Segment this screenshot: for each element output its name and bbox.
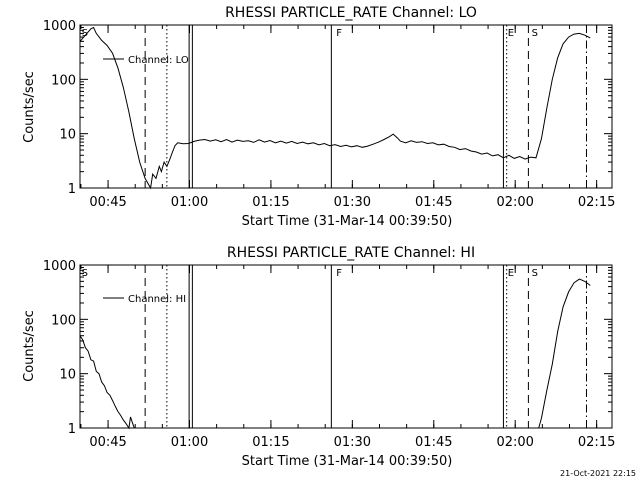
x-tick-label: 01:45 [415, 435, 452, 450]
x-tick-label: 00:45 [89, 195, 126, 210]
event-label: E [508, 28, 514, 39]
plot-frame [79, 264, 613, 429]
x-tick-label: 01:00 [171, 435, 208, 450]
plot-frame [79, 24, 613, 189]
series-line [79, 26, 591, 190]
x-tick-label: 02:15 [578, 435, 615, 450]
event-label: S [82, 268, 88, 279]
legend-label: Channel: HI [128, 294, 186, 305]
y-tick-label: 1 [68, 182, 76, 197]
y-axis-label: Counts/sec [22, 71, 37, 143]
event-label: F [336, 268, 342, 279]
panel-lo: RHESSI PARTICLE_RATE Channel: LO Counts/… [22, 5, 615, 229]
y-tick-label: 1000 [43, 19, 76, 34]
series-line [538, 278, 591, 429]
panel-hi: RHESSI PARTICLE_RATE Channel: HI Counts/… [22, 245, 615, 469]
event-label: E [508, 268, 514, 279]
y-tick-label: 1 [68, 422, 76, 437]
y-tick-label: 100 [51, 313, 76, 328]
event-label: S [82, 28, 88, 39]
event-label: S [532, 268, 538, 279]
x-tick-label: 01:30 [334, 435, 371, 450]
event-label: S [532, 28, 538, 39]
x-tick-label: 01:15 [252, 195, 289, 210]
x-axis-label: Start Time (31-Mar-14 00:39:50) [242, 214, 453, 229]
x-tick-label: 01:15 [252, 435, 289, 450]
y-axis-label: Counts/sec [22, 310, 37, 382]
x-tick-label: 02:15 [578, 195, 615, 210]
event-label: F [336, 28, 342, 39]
x-tick-label: 00:45 [89, 435, 126, 450]
x-axis-label: Start Time (31-Mar-14 00:39:50) [242, 454, 453, 469]
footer-timestamp: 21-Oct-2021 22:15 [560, 469, 636, 478]
y-tick-label: 1000 [43, 259, 76, 274]
x-tick-label: 01:00 [171, 195, 208, 210]
x-tick-label: 01:45 [415, 195, 452, 210]
x-tick-label: 02:00 [496, 195, 533, 210]
y-tick-label: 100 [51, 73, 76, 88]
x-tick-label: 02:00 [496, 435, 533, 450]
chart-title: RHESSI PARTICLE_RATE Channel: HI [227, 245, 475, 261]
chart-title: RHESSI PARTICLE_RATE Channel: LO [225, 5, 477, 21]
legend-label: Channel: LO [128, 55, 189, 66]
y-tick-label: 10 [59, 128, 76, 143]
x-tick-label: 01:30 [334, 195, 371, 210]
y-tick-label: 10 [59, 368, 76, 383]
series-line [79, 335, 136, 430]
